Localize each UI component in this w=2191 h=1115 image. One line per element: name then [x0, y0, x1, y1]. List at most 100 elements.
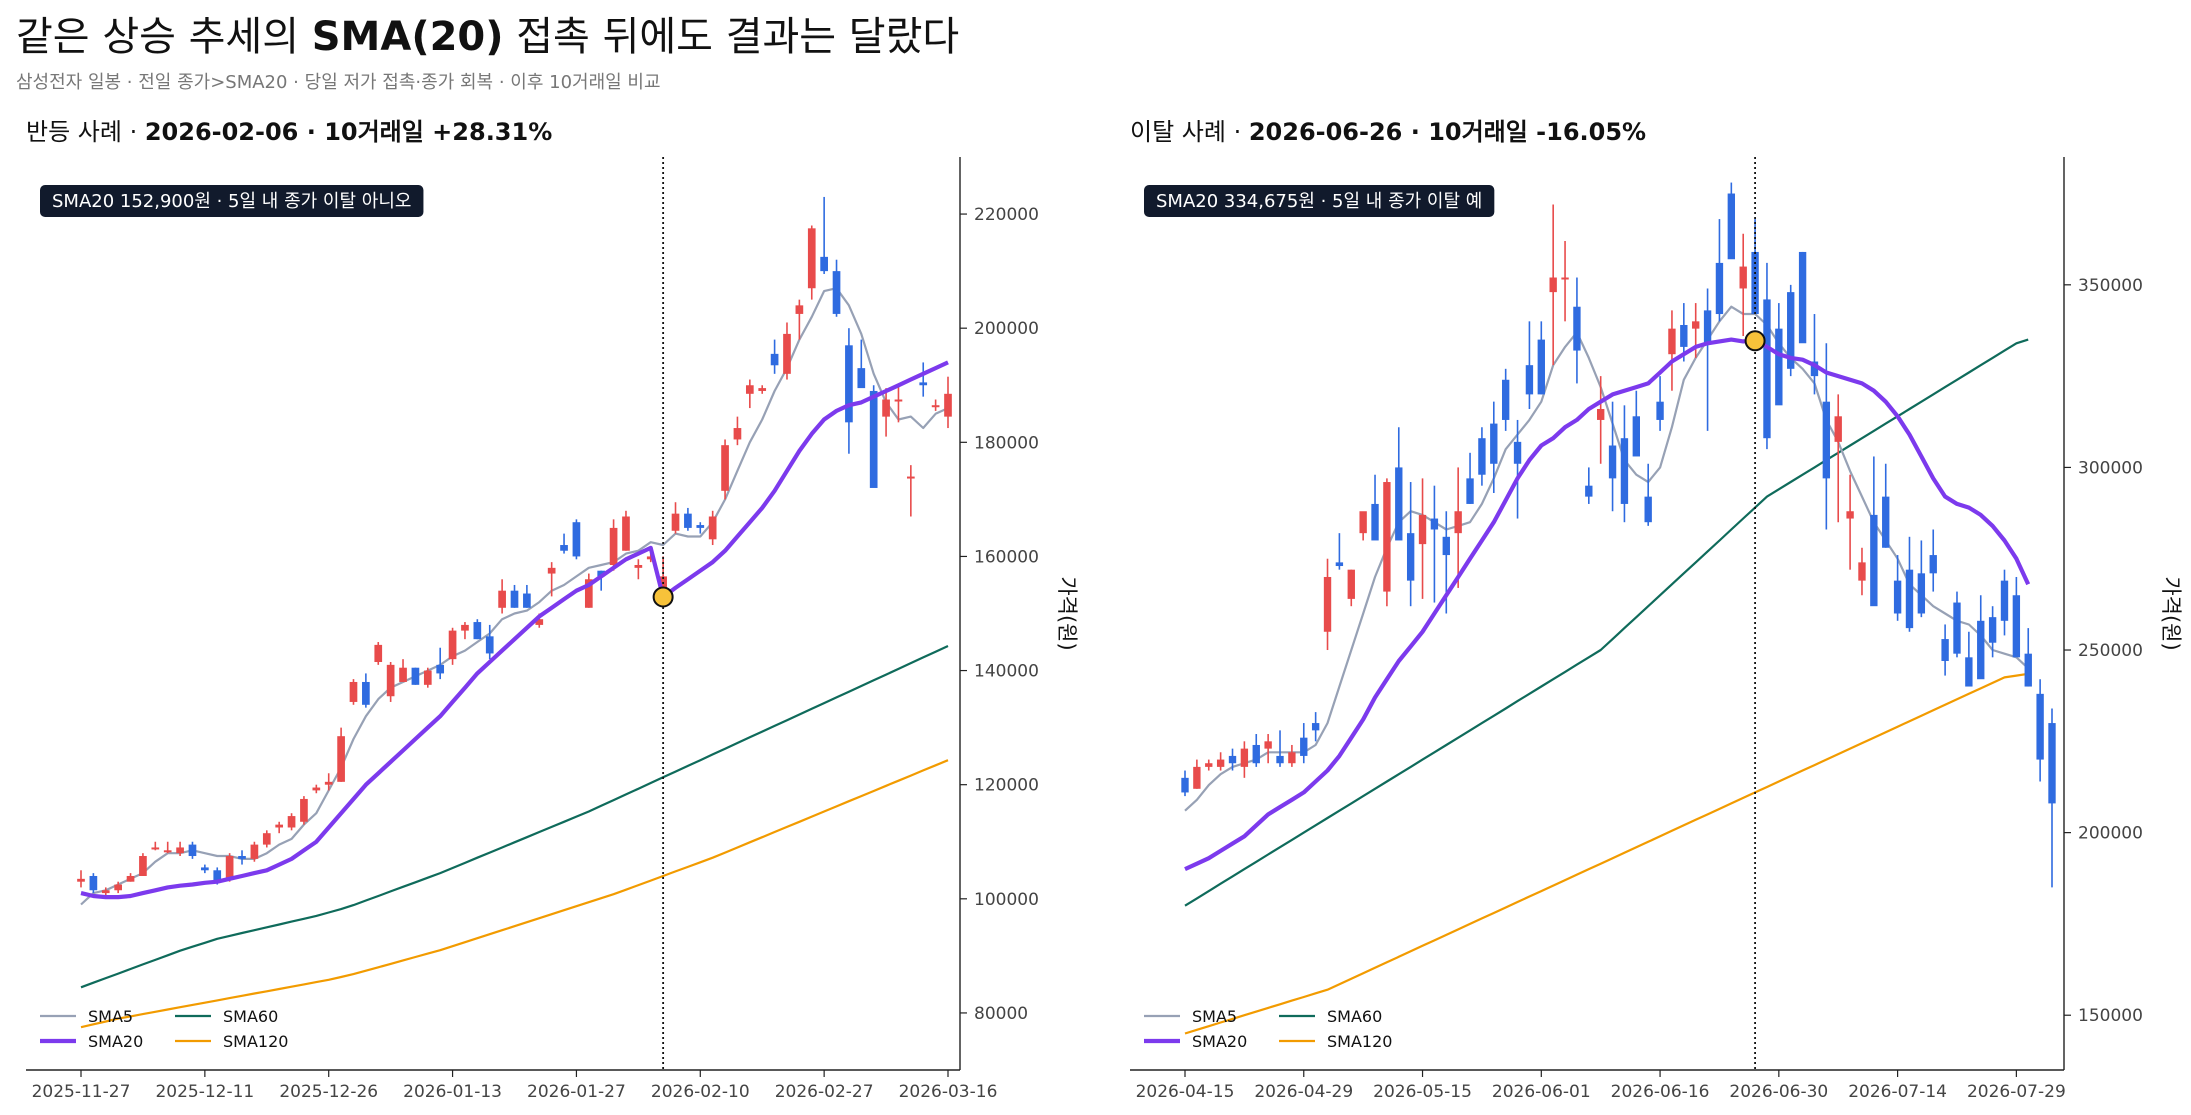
candle-body — [114, 884, 122, 891]
candle-body — [411, 667, 420, 685]
x-tick-label: 2026-06-16 — [1611, 1082, 1710, 1102]
candle-body — [1418, 514, 1427, 545]
y-tick-label: 150000 — [2078, 1006, 2143, 1026]
candle-body — [1193, 766, 1201, 789]
candle-body — [139, 856, 147, 876]
y-tick-label: 220000 — [974, 205, 1039, 225]
candle-body — [2048, 723, 2056, 804]
x-tick-label: 2026-01-27 — [527, 1082, 626, 1102]
candle-body — [1977, 620, 1985, 680]
candle-body — [894, 399, 903, 402]
candle-body — [758, 388, 767, 391]
candle-body — [671, 513, 680, 531]
right-panel-label: 이탈 사례 · — [1130, 118, 1249, 146]
candle-body — [1727, 193, 1736, 260]
candle-body — [386, 664, 395, 697]
candle-body — [473, 622, 482, 640]
candle-body — [1953, 602, 1961, 654]
candle-body — [523, 593, 531, 608]
y-tick-label: 120000 — [974, 776, 1039, 796]
legend-label: SMA60 — [1327, 1007, 1382, 1026]
x-tick-label: 2026-03-16 — [899, 1082, 998, 1102]
candle-body — [1787, 292, 1795, 369]
candle-body — [584, 579, 593, 608]
x-tick-label: 2026-07-14 — [1848, 1082, 1947, 1102]
x-tick-label: 2026-02-27 — [775, 1082, 874, 1102]
candle-body — [721, 445, 729, 491]
candle-body — [1466, 478, 1474, 504]
page-title: 같은 상승 추세의 SMA(20) 접촉 뒤에도 결과는 달랐다 — [16, 4, 959, 62]
candle-body — [1406, 533, 1415, 581]
candle-body — [461, 624, 469, 631]
candle-body — [163, 850, 172, 853]
y-tick-label: 350000 — [2078, 276, 2143, 296]
candle-body — [1549, 277, 1557, 293]
candle-body — [238, 856, 246, 859]
candle-body — [1941, 639, 1949, 661]
page-title-bold: SMA(20) — [311, 14, 504, 60]
candle-body — [733, 428, 742, 440]
candle-body — [708, 516, 717, 540]
candle-body — [1917, 573, 1926, 614]
candle-body — [324, 781, 333, 785]
candle-body — [944, 393, 952, 417]
candle-body — [907, 476, 915, 479]
candle-body — [225, 856, 234, 879]
y-tick-label: 80000 — [974, 1004, 1028, 1024]
candle-body — [1668, 328, 1676, 355]
y-tick-label: 180000 — [974, 433, 1039, 453]
candle-body — [560, 545, 568, 551]
candle-body — [597, 570, 606, 577]
x-tick-label: 2026-06-01 — [1492, 1082, 1591, 1102]
candle-body — [1644, 496, 1652, 523]
candle-body — [275, 824, 284, 828]
candle-body — [1513, 441, 1522, 464]
y-tick-label: 100000 — [974, 890, 1039, 910]
x-tick-label: 2025-12-26 — [279, 1082, 378, 1102]
chart-panel-1: 80000 100000 120000 140000 160000 180000 20000… — [26, 157, 1079, 1102]
y-tick-label: 300000 — [2078, 458, 2143, 478]
sma60-line — [80, 645, 949, 989]
candle-body — [262, 833, 271, 845]
candle-body — [1311, 723, 1320, 731]
legend-label: SMA120 — [223, 1032, 288, 1051]
x-tick-label: 2026-05-15 — [1373, 1082, 1472, 1102]
candle-body — [1573, 306, 1581, 351]
candle-body — [1798, 251, 1807, 344]
left-panel-detail: 2026-02-06 · 10거래일 +28.31% — [144, 118, 553, 146]
x-tick-label: 2026-06-30 — [1729, 1082, 1828, 1102]
candle-body — [1656, 401, 1664, 420]
y-tick-label: 200000 — [974, 319, 1039, 339]
candle-body — [1395, 467, 1403, 541]
candle-body — [1430, 518, 1439, 530]
candle-body — [510, 590, 519, 608]
candle-body — [919, 382, 928, 386]
candle-body — [1300, 737, 1308, 756]
y-tick-label: 250000 — [2078, 641, 2143, 661]
candle-body — [1561, 277, 1569, 280]
page-title-suffix: 접촉 뒤에도 결과는 달랐다 — [503, 14, 960, 60]
right-panel-detail: 2026-06-26 · 10거래일 -16.05% — [1248, 118, 1647, 146]
candle-body — [1620, 438, 1629, 504]
right-panel-title: 이탈 사례 · 2026-06-26 · 10거래일 -16.05% — [1130, 112, 1646, 147]
candle-body — [770, 353, 779, 366]
legend-label: SMA120 — [1327, 1032, 1392, 1051]
sma5-line — [80, 287, 949, 906]
legend-label: SMA20 — [88, 1032, 143, 1051]
candle-body — [1893, 580, 1902, 614]
candle-body — [1501, 379, 1510, 420]
candle-body — [572, 522, 581, 557]
candle-body — [1252, 744, 1260, 764]
candle-body — [1965, 657, 1973, 687]
sma120-line — [80, 759, 949, 1029]
y-axis-label: 가격(원) — [1055, 576, 1079, 650]
candle-body — [1680, 324, 1688, 347]
page-subtitle: 삼성전자 일봉 · 전일 종가>SMA20 · 당일 저가 접촉·종가 회복 ·… — [16, 72, 661, 93]
candle-body — [1846, 511, 1854, 519]
candle-body — [312, 787, 321, 791]
y-tick-label: 160000 — [974, 547, 1039, 567]
candle-body — [1703, 310, 1712, 344]
candle-body — [1597, 408, 1605, 420]
candle-body — [188, 844, 197, 857]
candle-body — [1240, 748, 1249, 767]
